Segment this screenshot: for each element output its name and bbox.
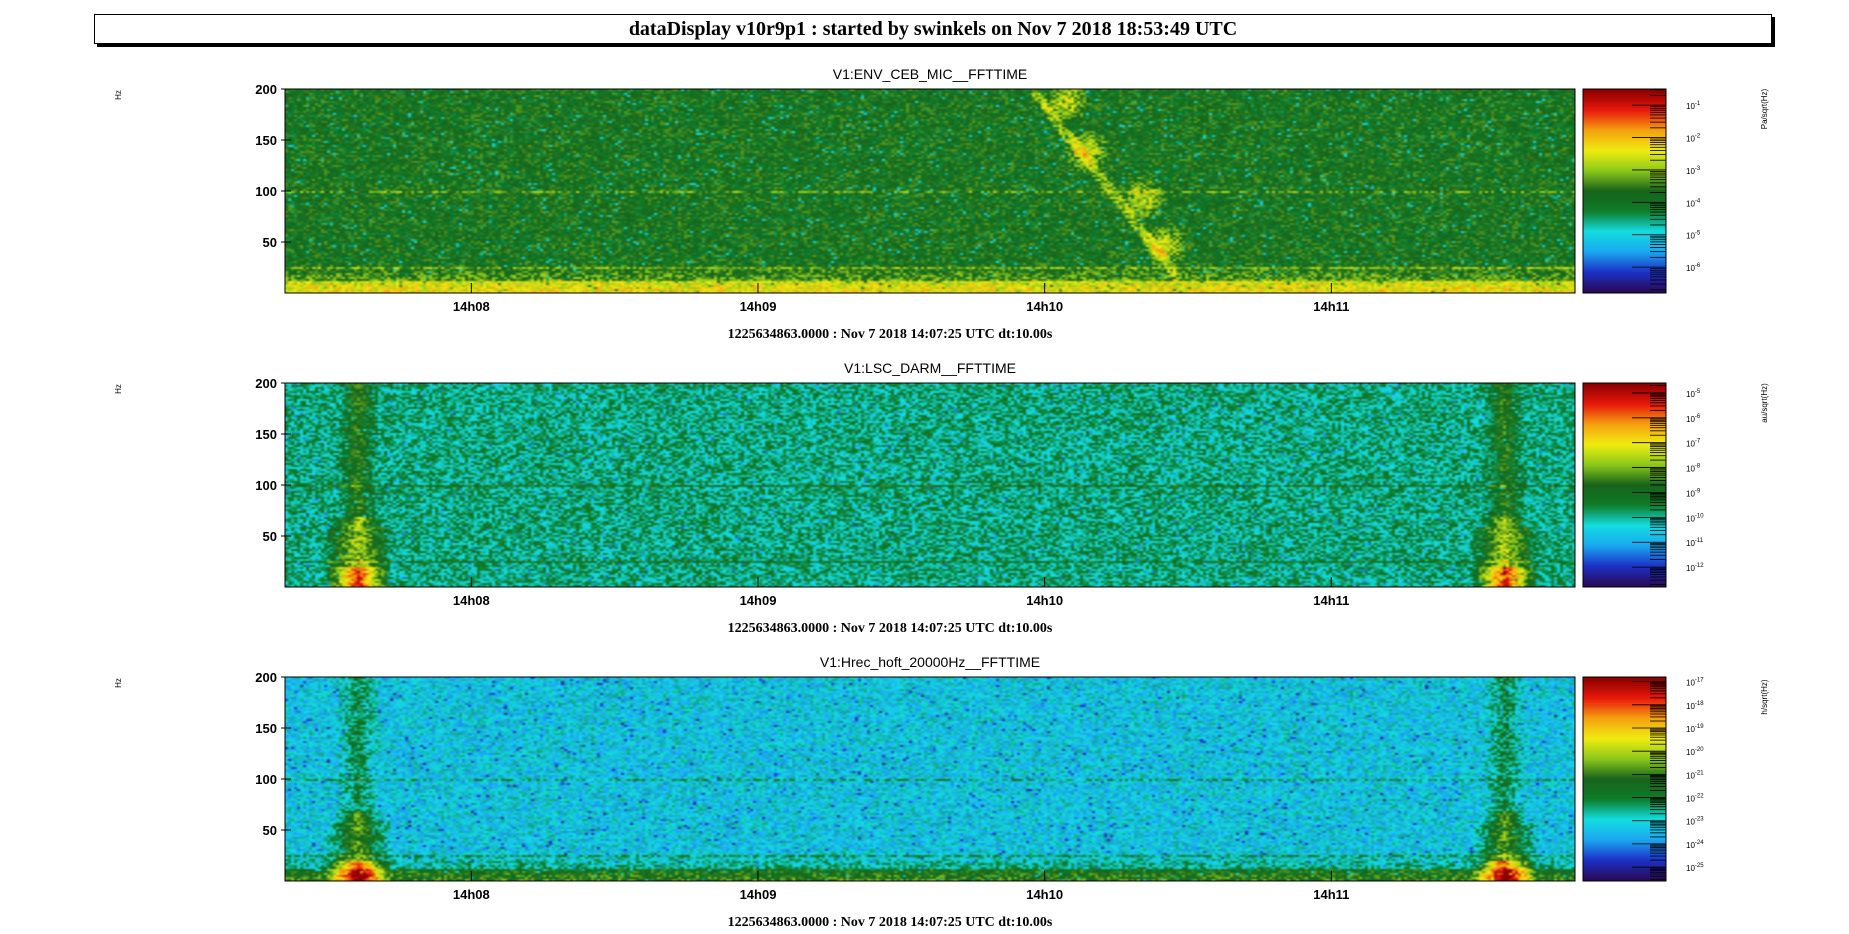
x-tick-label: 14h11 xyxy=(1313,299,1349,314)
colorbar-tick-label: 10-9 xyxy=(1686,488,1701,498)
x-tick-label: 14h09 xyxy=(740,887,777,902)
y-tick-label: 50 xyxy=(263,235,277,250)
spectrogram-image xyxy=(285,89,1575,293)
y-tick-label: 100 xyxy=(255,478,277,493)
x-tick-label: 14h11 xyxy=(1313,593,1349,608)
colorbar-frame xyxy=(1582,88,1667,294)
y-tick-label: 150 xyxy=(255,133,277,148)
colorbar-unit: Pa/sqrt(Hz) xyxy=(1760,88,1769,129)
colorbar-tick-label: 10-4 xyxy=(1686,198,1701,208)
x-tick-label: 14h10 xyxy=(1026,887,1063,902)
colorbar-tick-label: 10-25 xyxy=(1686,863,1704,873)
x-tick-label: 14h09 xyxy=(740,299,777,314)
spectrogram-image xyxy=(285,677,1575,881)
spectrogram-panel-1: V1:ENV_CEB_MIC__FFTTIME Hz 50 100 150 200 14h0… xyxy=(114,66,1769,342)
colorbar-tick-label: 10-11 xyxy=(1686,538,1704,548)
colorbar-unit: h/sqrt(Hz) xyxy=(1760,679,1769,714)
colorbar-unit: au/sqrt(Hz) xyxy=(1760,383,1769,423)
colorbar-tick-label: 10-17 xyxy=(1686,678,1704,688)
y-tick-label: 50 xyxy=(263,823,277,838)
x-tick-label: 14h08 xyxy=(453,593,490,608)
colorbar-tick-label: 10-6 xyxy=(1686,263,1701,273)
colorbar-tick-label: 10-5 xyxy=(1686,389,1701,399)
colorbar-tick-label: 10-21 xyxy=(1686,770,1704,780)
colorbar-tick-label: 10-8 xyxy=(1686,464,1701,474)
colorbar-tick-label: 10-19 xyxy=(1686,724,1704,734)
colorbar-tick-label: 10-10 xyxy=(1686,513,1704,523)
colorbar-gradient xyxy=(1583,677,1666,881)
spectrogram-image xyxy=(285,383,1575,587)
y-tick-label: 100 xyxy=(255,772,277,787)
colorbar-tick-label: 10-22 xyxy=(1686,794,1704,804)
panel-footer: 1225634863.0000 : Nov 7 2018 14:07:25 UT… xyxy=(728,621,1053,636)
y-tick-label: 50 xyxy=(263,529,277,544)
x-tick-label: 14h10 xyxy=(1026,299,1063,314)
colorbar-tick-label: 10-3 xyxy=(1686,166,1701,176)
x-tick-label: 14h08 xyxy=(453,887,490,902)
colorbar-tick-label: 10-5 xyxy=(1686,231,1701,241)
spectrogram-panel-2: V1:LSC_DARM__FFTTIME Hz 50 100 150 200 14h08 14… xyxy=(114,360,1769,636)
y-tick-label: 100 xyxy=(255,184,277,199)
x-tick-label: 14h11 xyxy=(1313,887,1349,902)
colorbar-tick-label: 10-18 xyxy=(1686,701,1704,711)
y-axis-label: Hz xyxy=(114,90,123,100)
y-axis-label: Hz xyxy=(114,678,123,688)
colorbar-tick-label: 10-1 xyxy=(1686,101,1701,111)
panel-title: V1:LSC_DARM__FFTTIME xyxy=(844,360,1016,376)
y-axis-label: Hz xyxy=(114,384,123,394)
colorbar-gradient xyxy=(1583,89,1666,293)
colorbar-tick-label: 10-20 xyxy=(1686,747,1704,757)
x-tick-label: 14h09 xyxy=(740,593,777,608)
panel-title: V1:ENV_CEB_MIC__FFTTIME xyxy=(833,66,1028,82)
colorbar-tick-label: 10-23 xyxy=(1686,817,1704,827)
y-tick-label: 200 xyxy=(255,670,277,685)
y-tick-label: 200 xyxy=(255,376,277,391)
colorbar-tick-label: 10-6 xyxy=(1686,414,1701,424)
page-title: dataDisplay v10r9p1 : started by swinkel… xyxy=(628,18,1238,40)
colorbar-tick-label: 10-2 xyxy=(1686,134,1701,144)
title-banner: dataDisplay v10r9p1 : started by swinkel… xyxy=(94,14,1772,44)
y-tick-label: 150 xyxy=(255,427,277,442)
spectrogram-panel-3: V1:Hrec_hoft_20000Hz__FFTTIME Hz 50 100 150 2… xyxy=(114,654,1769,930)
y-tick-label: 200 xyxy=(255,82,277,97)
panel-footer: 1225634863.0000 : Nov 7 2018 14:07:25 UT… xyxy=(728,327,1053,342)
colorbar-frame xyxy=(1582,676,1667,882)
panel-title: V1:Hrec_hoft_20000Hz__FFTTIME xyxy=(820,654,1040,670)
y-tick-label: 150 xyxy=(255,721,277,736)
x-tick-label: 14h10 xyxy=(1026,593,1063,608)
x-tick-label: 14h08 xyxy=(453,299,490,314)
colorbar-tick-label: 10-24 xyxy=(1686,840,1704,850)
colorbar-tick-label: 10-7 xyxy=(1686,439,1701,449)
panel-footer: 1225634863.0000 : Nov 7 2018 14:07:25 UT… xyxy=(728,915,1053,930)
colorbar-tick-label: 10-12 xyxy=(1686,563,1704,573)
